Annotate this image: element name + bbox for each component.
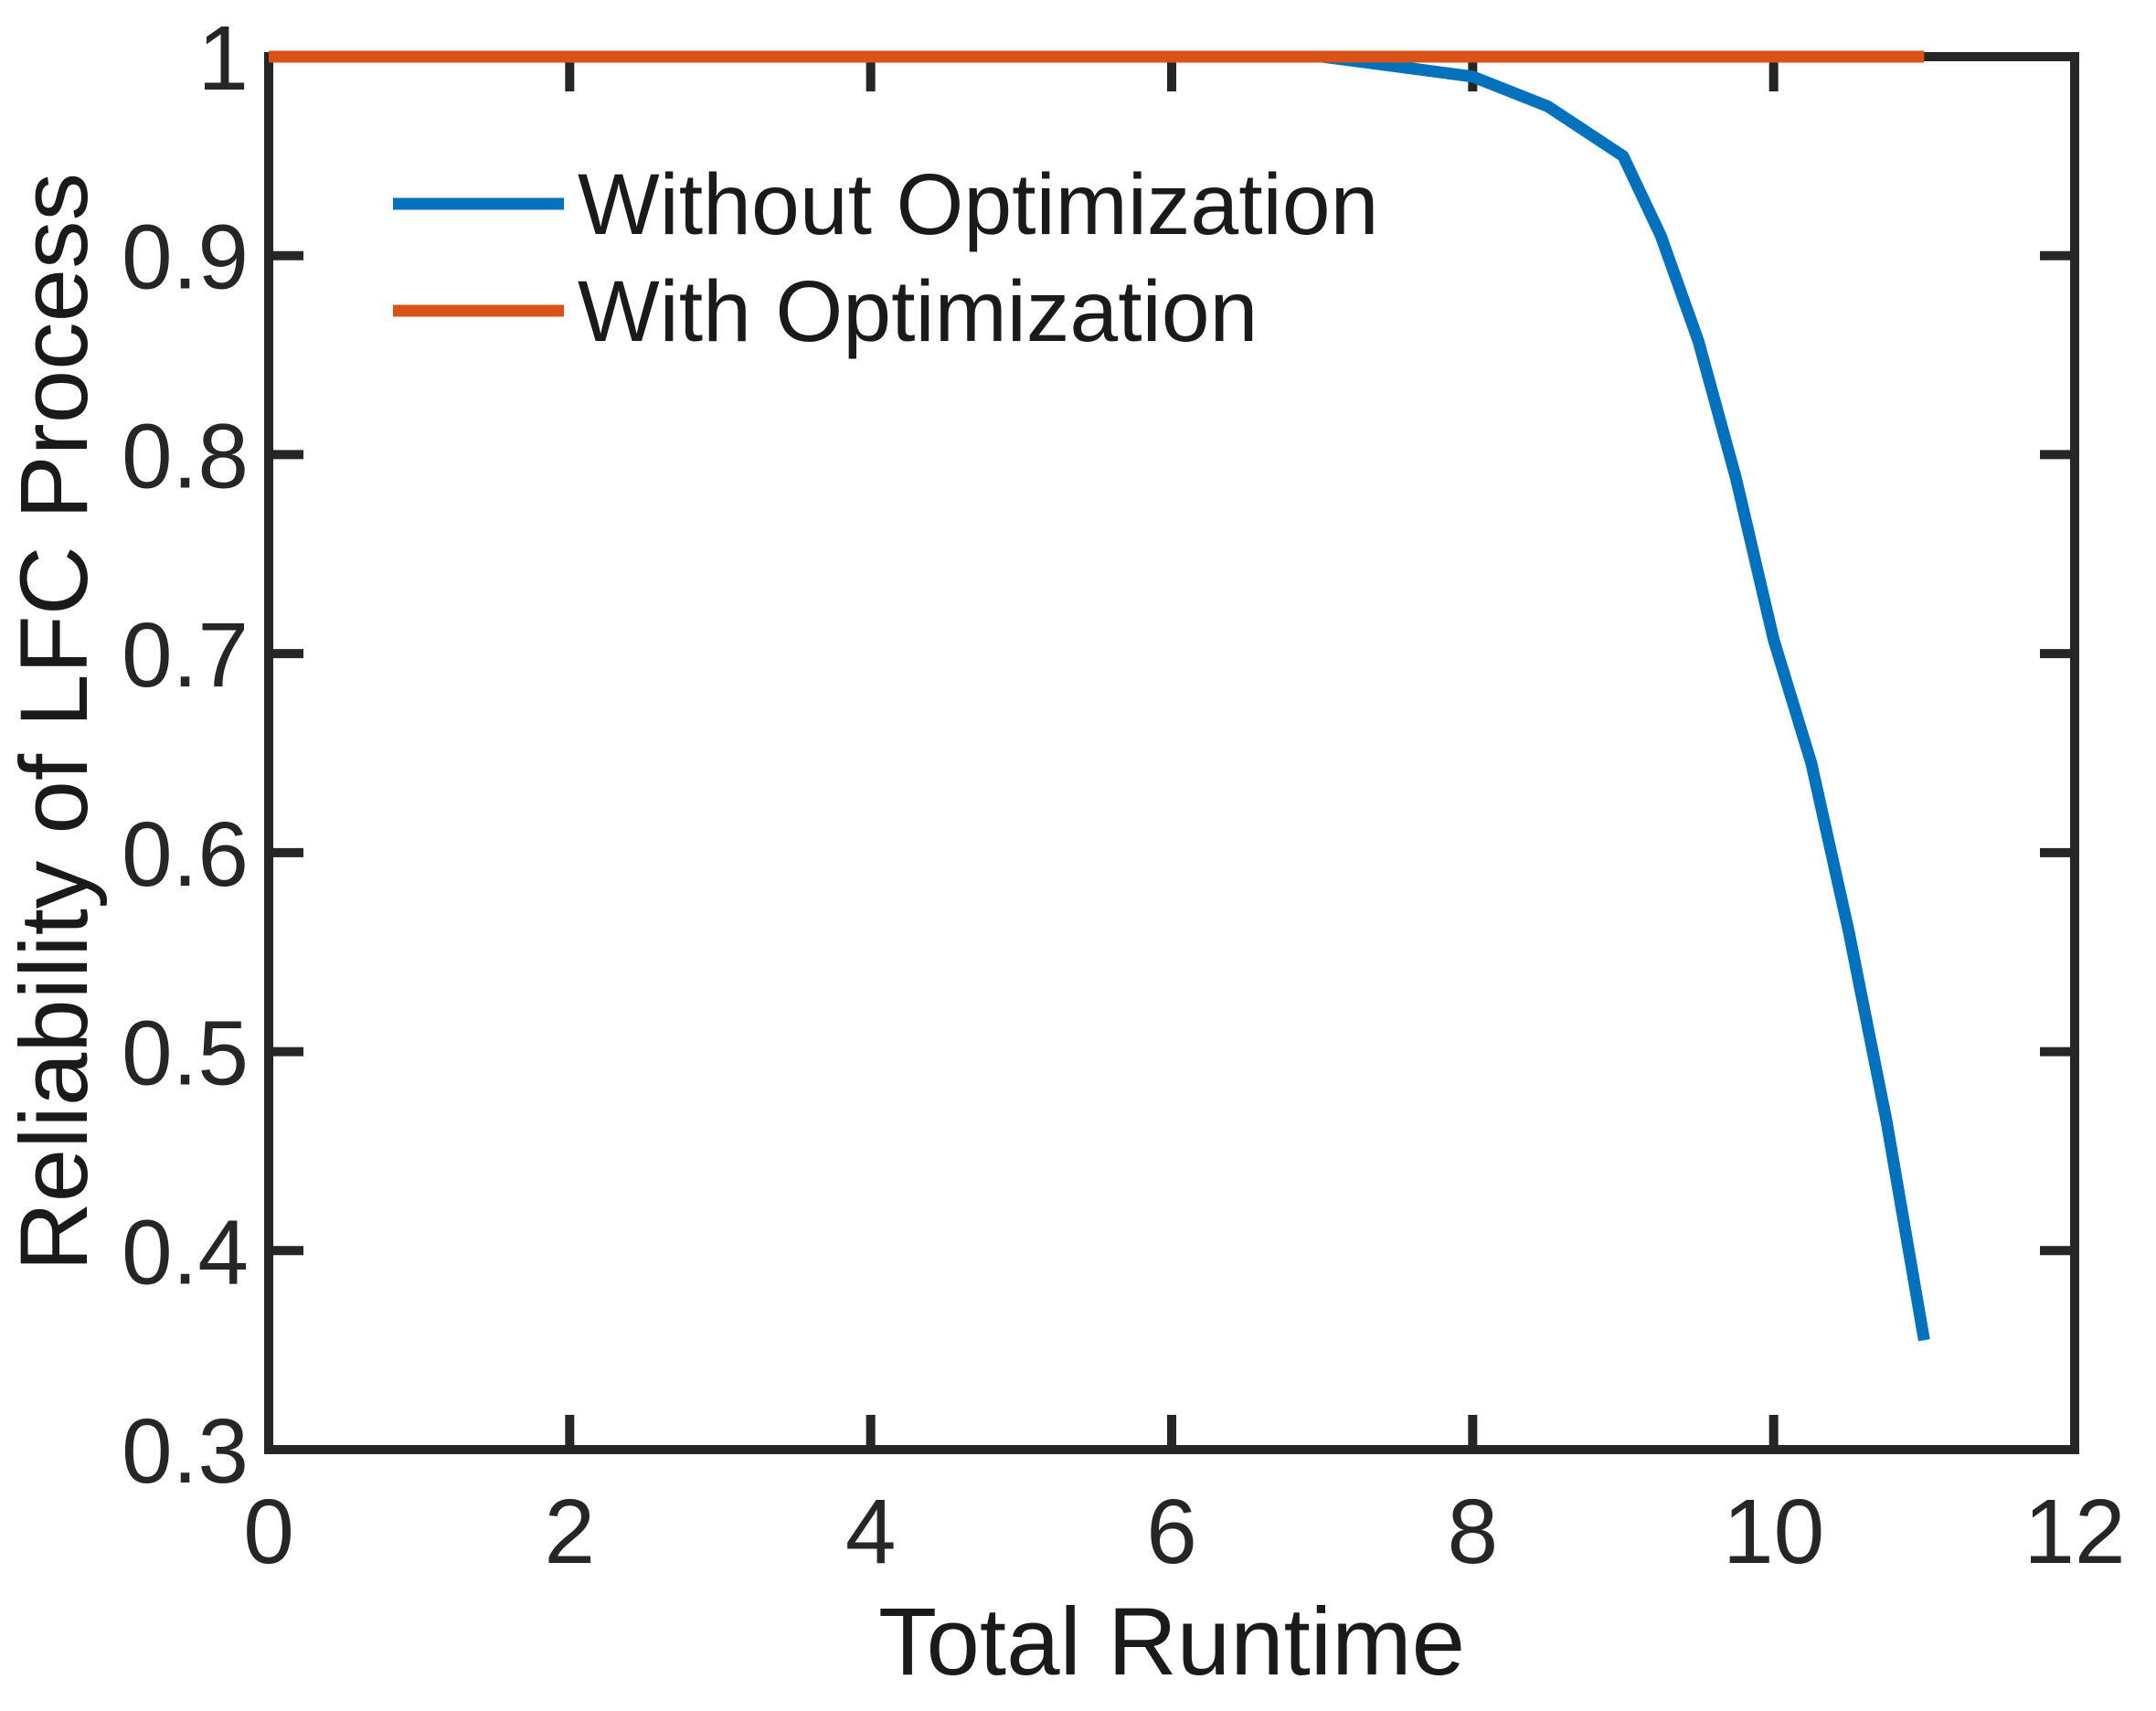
y-tick-label: 0.3 [122,1400,249,1503]
x-tick-label: 10 [1723,1481,1824,1583]
x-tick-label: 4 [845,1481,897,1583]
x-tick-labels: 0 2 4 6 8 10 12 [243,1481,2125,1583]
legend-label-without-optimization: Without Optimization [578,156,1378,253]
y-tick-labels: 0.3 0.4 0.5 0.6 0.7 0.8 0.9 1 [122,7,249,1503]
y-tick-label: 1 [197,7,249,110]
y-tick-label: 0.7 [122,604,249,707]
x-tick-label: 6 [1146,1481,1197,1583]
legend-label-with-optimization: With Optimization [578,263,1258,360]
y-tick-label: 0.5 [122,1003,249,1105]
series-lines [269,50,1930,1342]
x-tick-label: 12 [2023,1481,2125,1583]
y-tick-label: 0.6 [122,803,249,906]
x-axis-title: Total Runtime [878,1589,1465,1695]
y-tick-label: 0.9 [122,207,249,309]
y-axis-title: Reliability of LFC Process [1,173,108,1271]
x-tick-label: 8 [1448,1481,1499,1583]
y-tick-label: 0.4 [122,1201,249,1303]
legend: Without Optimization With Optimization [393,156,1378,360]
x-tick-label: 0 [243,1481,294,1583]
y-tick-label: 0.8 [122,405,249,507]
x-tick-label: 2 [545,1481,596,1583]
